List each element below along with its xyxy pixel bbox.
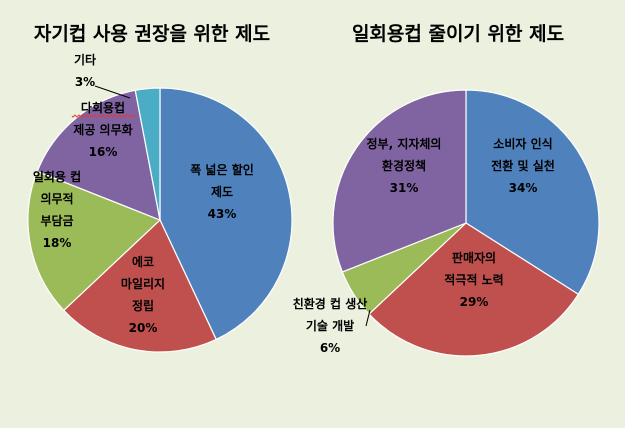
slice-label-line: 기타 bbox=[74, 52, 96, 67]
slice-percent: 43% bbox=[208, 207, 237, 221]
slice-percent: 34% bbox=[509, 181, 538, 195]
left-pie-slice-0 bbox=[159, 87, 293, 341]
slice-label-line: 의무적 bbox=[40, 191, 73, 206]
right-pie-slice-1 bbox=[368, 222, 580, 357]
slice-label-line: 소비자 인식 bbox=[493, 136, 552, 151]
slice-percent: 3% bbox=[75, 75, 95, 89]
slice-percent: 6% bbox=[320, 341, 340, 355]
slice-label-line: 제도 bbox=[211, 185, 233, 199]
right-pie-slice-3 bbox=[332, 89, 467, 273]
slice-label-line: 부담금 bbox=[40, 213, 73, 228]
slice-label-line: 정부, 지자체의 bbox=[367, 136, 442, 151]
leader-line bbox=[365, 309, 371, 327]
slice-label-line: 환경정책 bbox=[382, 158, 426, 173]
left-chart-title: 자기컵 사용 권장을 위한 제도 bbox=[34, 23, 270, 45]
left-pie-slice-3 bbox=[36, 89, 161, 221]
left-pie-slice-2 bbox=[27, 170, 162, 312]
spellcheck-underline bbox=[71, 114, 137, 118]
right-chart-title: 일회용컵 줄이기 위한 제도 bbox=[352, 23, 564, 45]
slice-label-line: 적극적 노력 bbox=[444, 272, 503, 287]
slice-label-line: 기술 개발 bbox=[306, 318, 354, 333]
left-slice-label-4: 기타 3% bbox=[74, 52, 96, 89]
slice-percent: 31% bbox=[390, 181, 419, 195]
slice-label-line: 친환경 컵 생산 bbox=[293, 296, 368, 311]
slice-label-line: 판매자의 bbox=[452, 250, 496, 265]
slice-label-line: 제공 의무화 bbox=[73, 122, 132, 137]
slice-percent: 29% bbox=[460, 295, 489, 309]
left-pie-slice-1 bbox=[62, 218, 217, 353]
slice-percent: 20% bbox=[129, 321, 158, 335]
slice-label-line: 에코 bbox=[132, 254, 154, 269]
left-pie-slice-4 bbox=[134, 87, 161, 221]
slice-label-line: 일회용 컵 bbox=[33, 169, 81, 184]
right-pie-slice-0 bbox=[465, 89, 600, 296]
slice-label-line: 폭 넓은 할인 bbox=[190, 162, 254, 177]
slice-label-line: 전환 및 실천 bbox=[491, 158, 555, 173]
slice-label-line: 다회용컵 bbox=[81, 100, 125, 115]
slice-percent: 18% bbox=[43, 236, 72, 250]
leader-line bbox=[94, 85, 131, 99]
slice-percent: 16% bbox=[89, 145, 118, 159]
slice-label-line: 마일리지 bbox=[121, 276, 165, 291]
slice-label-line: 정립 bbox=[132, 298, 154, 313]
